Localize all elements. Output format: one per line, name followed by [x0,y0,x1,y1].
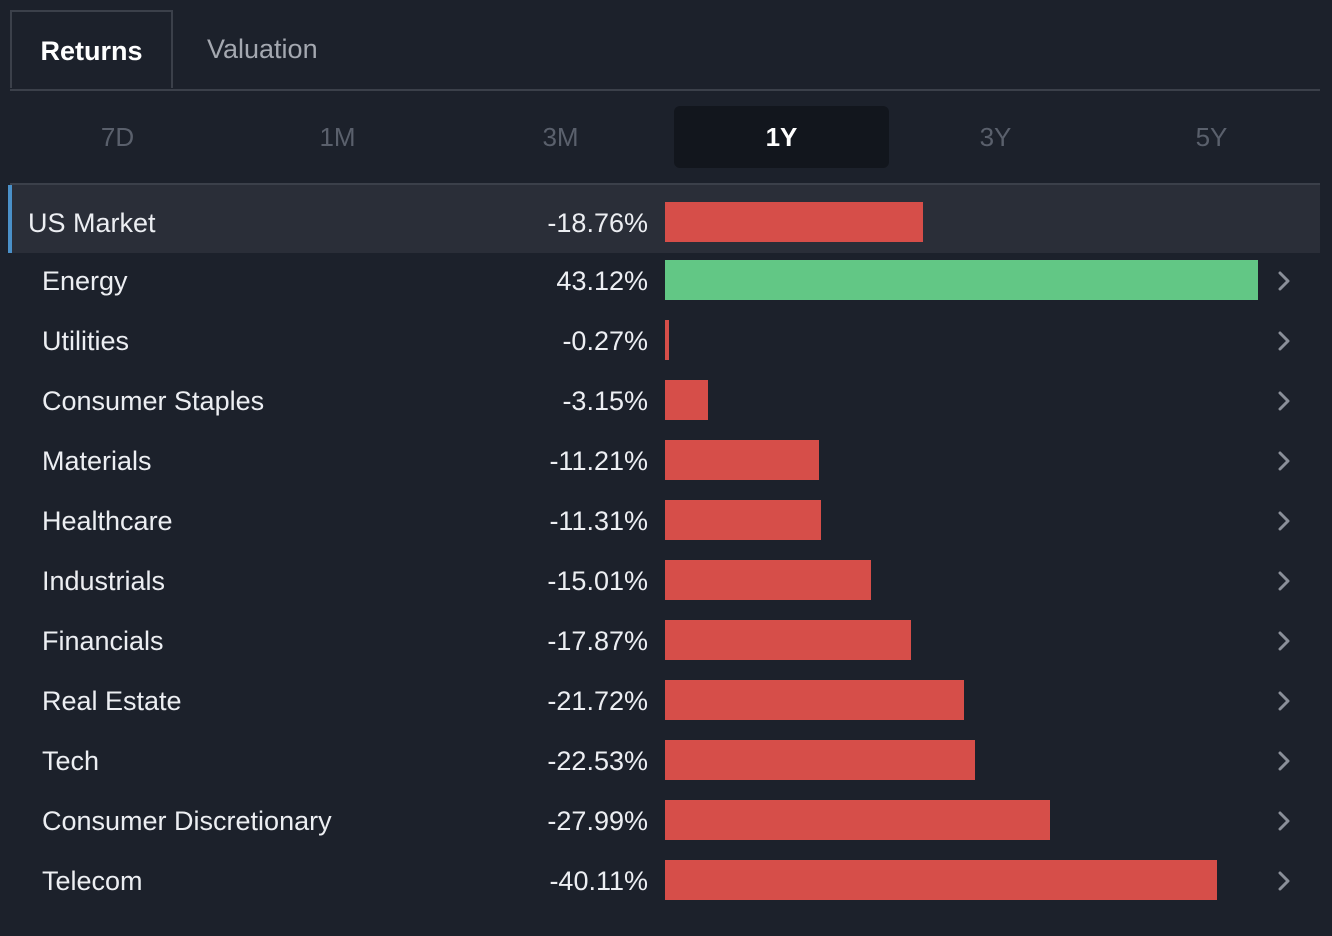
sector-name: Energy [42,266,128,296]
return-bar [665,440,819,480]
selected-indicator [8,185,12,253]
chevron-right-icon[interactable] [1272,371,1296,431]
chevron-right-icon[interactable] [1272,551,1296,611]
sector-row[interactable]: Utilities -0.27% [10,311,1320,371]
sector-return-value: -0.27% [562,326,648,356]
sector-name: Industrials [42,566,166,596]
chevron-right-icon[interactable] [1272,251,1296,311]
sector-row[interactable]: Real Estate -21.72% [10,671,1320,731]
sector-row[interactable]: Energy 43.12% [10,251,1320,311]
chevron-right-icon[interactable] [1272,491,1296,551]
return-bar [665,202,923,242]
period-7d-button[interactable]: 7D [100,122,135,152]
return-bar [665,620,911,660]
period-selector: 7D 1M 3M 1Y 3Y 5Y [10,106,1320,168]
sector-return-value: -18.76% [547,208,648,238]
section-divider [10,183,1320,185]
chevron-right-icon[interactable] [1272,431,1296,491]
sector-name: Real Estate [42,686,182,716]
sector-return-value: -27.99% [547,806,648,836]
sector-name: Financials [42,626,164,656]
return-bar [665,560,871,600]
chevron-right-icon[interactable] [1272,791,1296,851]
return-bar [665,260,1258,300]
period-1m-button[interactable]: 1M [319,122,356,152]
sector-name: Materials [42,446,152,476]
tab-returns[interactable]: Returns [10,10,173,88]
return-bar [665,860,1217,900]
chevron-right-icon[interactable] [1272,311,1296,371]
sector-row[interactable]: Industrials -15.01% [10,551,1320,611]
period-3y-button[interactable]: 3Y [979,122,1012,152]
sector-row[interactable]: Materials -11.21% [10,431,1320,491]
sector-row[interactable]: US Market -18.76% [8,185,1320,253]
tab-valuation[interactable]: Valuation [207,34,318,64]
sector-name: Consumer Discretionary [42,806,332,836]
sector-row[interactable]: Tech -22.53% [10,731,1320,791]
sector-return-value: -3.15% [562,386,648,416]
return-bar [665,800,1050,840]
chevron-right-icon[interactable] [1272,731,1296,791]
chevron-right-icon[interactable] [1272,851,1296,911]
sector-name: Tech [42,746,100,776]
sector-return-value: -11.21% [549,446,648,476]
return-bar [665,740,975,780]
period-3m-button[interactable]: 3M [542,122,579,152]
sector-return-value: -15.01% [547,566,648,596]
period-1y-button[interactable]: 1Y [674,106,889,168]
sector-return-value: -11.31% [549,506,648,536]
return-bar [665,680,964,720]
sector-row[interactable]: Healthcare -11.31% [10,491,1320,551]
sector-name: Utilities [42,326,130,356]
return-bar [665,320,669,360]
sector-name: Consumer Staples [42,386,265,416]
sector-row[interactable]: Financials -17.87% [10,611,1320,671]
sector-row[interactable]: Consumer Discretionary -27.99% [10,791,1320,851]
sector-return-value: -21.72% [547,686,648,716]
sector-name: Healthcare [42,506,173,536]
return-bar [665,500,821,540]
main-tabs: Returns Valuation [10,10,1320,91]
sector-name: US Market [28,208,156,238]
return-bar [665,380,708,420]
sector-return-value: -17.87% [547,626,648,656]
chevron-right-icon[interactable] [1272,611,1296,671]
sector-return-value: -40.11% [549,866,648,896]
sector-return-value: -22.53% [547,746,648,776]
chevron-right-icon[interactable] [1272,671,1296,731]
sector-name: Telecom [42,866,143,896]
sector-row[interactable]: Consumer Staples -3.15% [10,371,1320,431]
sector-row[interactable]: Telecom -40.11% [10,851,1320,911]
period-5y-button[interactable]: 5Y [1195,122,1228,152]
sector-return-value: 43.12% [556,266,648,296]
